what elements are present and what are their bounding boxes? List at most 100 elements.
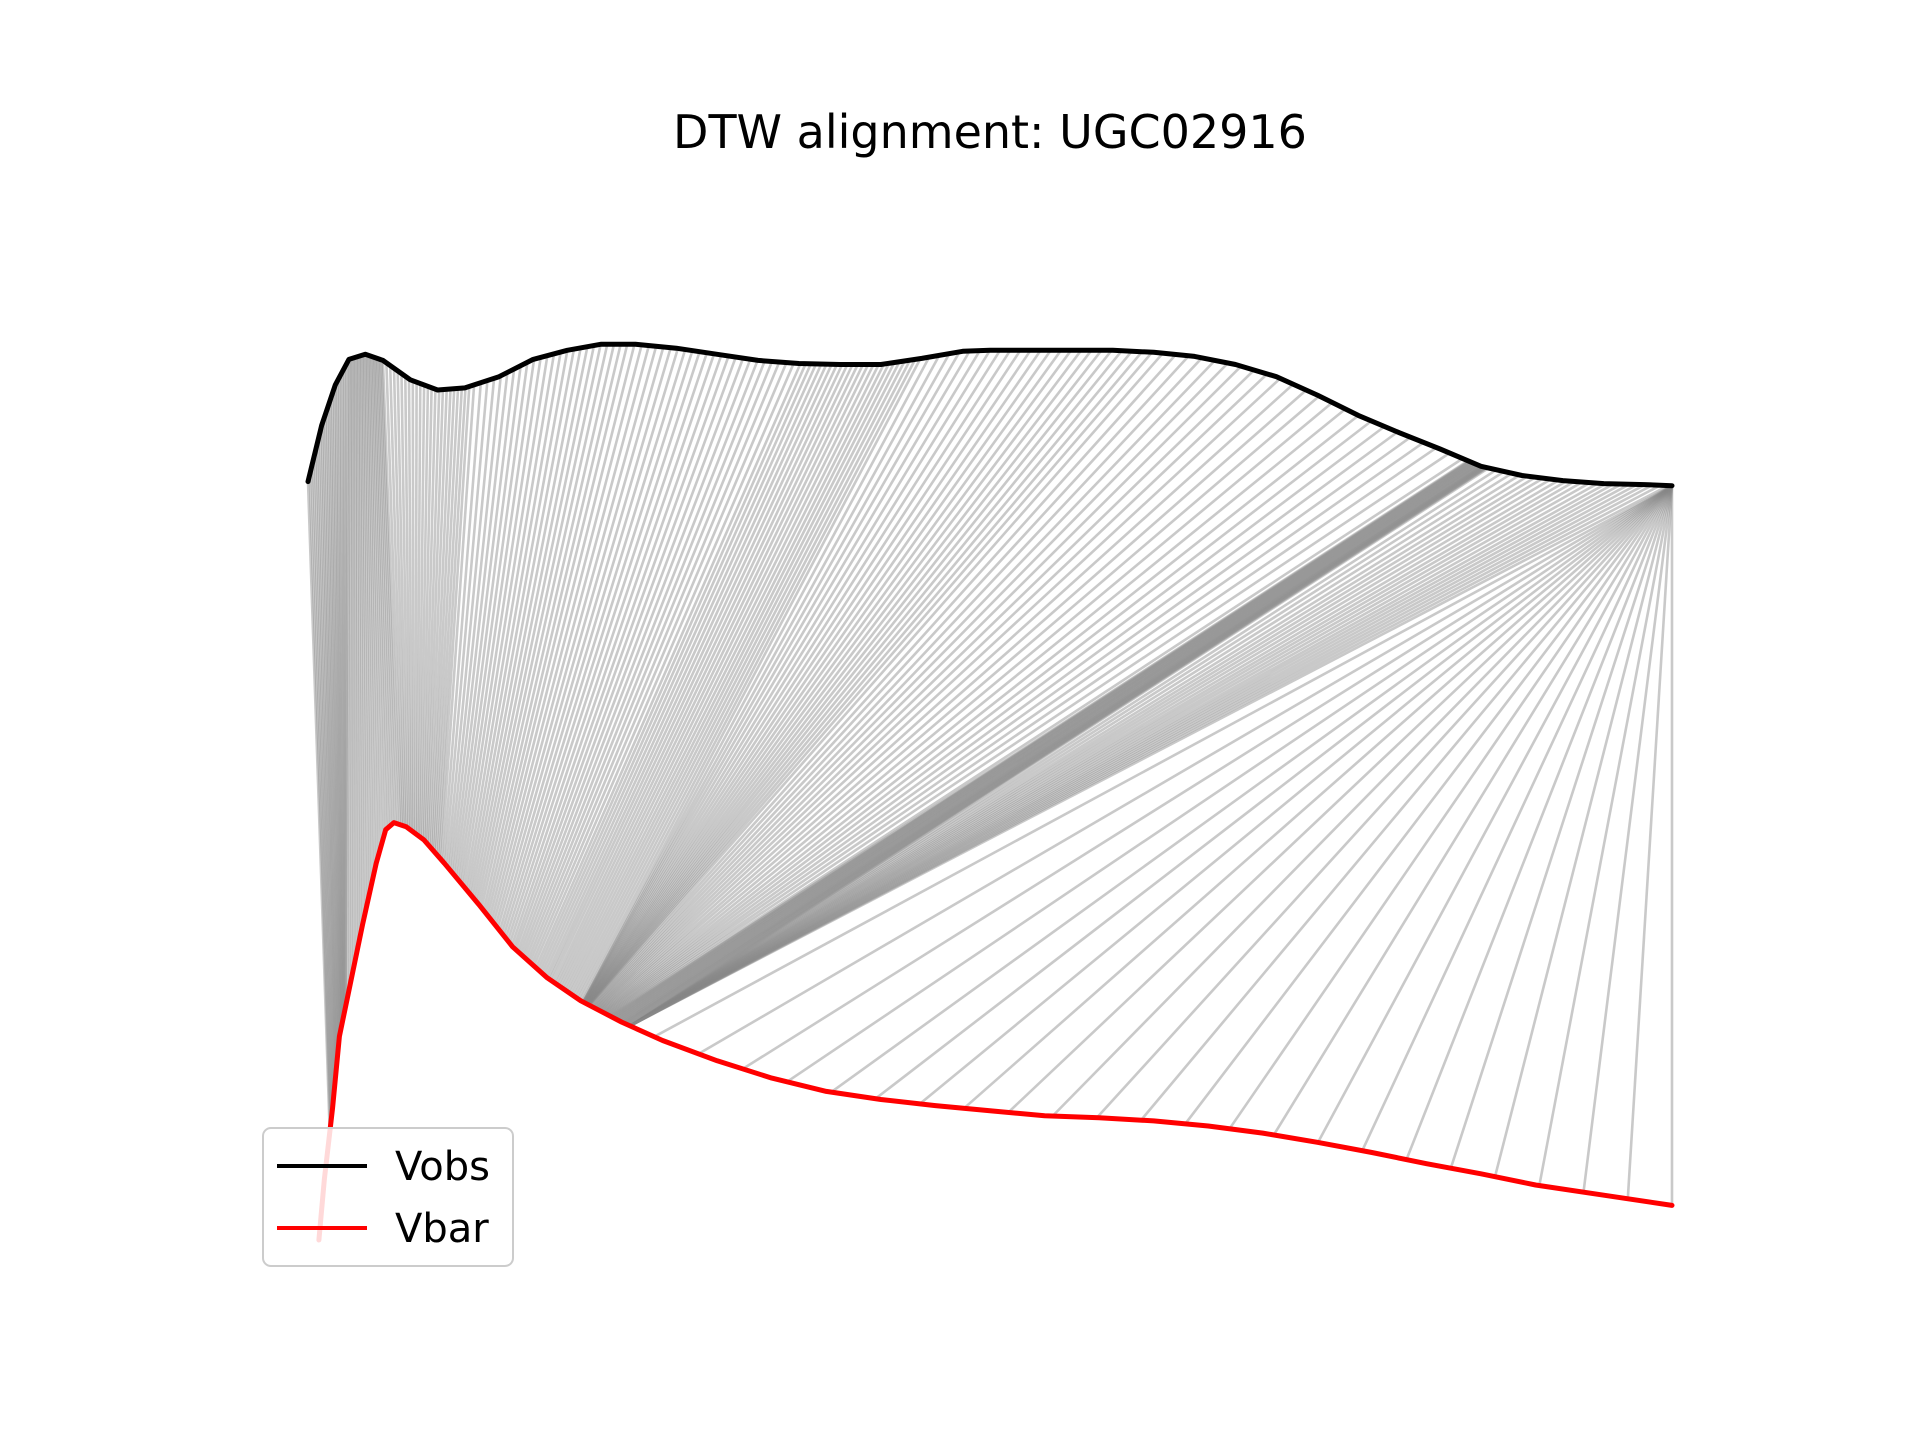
alignment-line bbox=[625, 465, 1485, 1026]
alignment-line bbox=[629, 481, 1591, 1028]
alignment-lines bbox=[306, 343, 1674, 1206]
alignment-line bbox=[566, 363, 886, 993]
alignment-line bbox=[629, 475, 1529, 1028]
alignment-line bbox=[496, 346, 665, 929]
alignment-line bbox=[380, 359, 399, 824]
alignment-line bbox=[438, 386, 471, 858]
alignment-line bbox=[548, 363, 839, 981]
alignment-line bbox=[604, 430, 1399, 1015]
alignment-line bbox=[1493, 485, 1674, 1178]
alignment-line bbox=[830, 484, 1673, 1094]
alignment-line bbox=[1449, 485, 1674, 1169]
alignment-line bbox=[508, 352, 709, 944]
alignment-line bbox=[350, 358, 354, 978]
alignment-line bbox=[322, 419, 338, 1073]
alignment-line bbox=[597, 383, 1295, 1011]
alignment-line bbox=[562, 363, 875, 990]
alignment-line bbox=[470, 348, 576, 897]
alignment-line bbox=[623, 465, 1483, 1025]
alignment-line bbox=[629, 476, 1537, 1028]
alignment-line bbox=[588, 352, 1164, 1007]
alignment-line bbox=[468, 349, 569, 894]
alignment-line bbox=[742, 484, 1673, 1071]
alignment-line bbox=[411, 380, 416, 833]
alignment-line bbox=[620, 464, 1480, 1024]
alignment-line bbox=[472, 347, 582, 899]
alignment-line bbox=[613, 461, 1474, 1020]
alignment-line bbox=[347, 358, 353, 989]
alignment-line bbox=[367, 355, 379, 861]
alignment-line bbox=[433, 388, 460, 852]
alignment-line bbox=[573, 361, 901, 997]
alignment-line bbox=[614, 461, 1474, 1020]
alignment-line bbox=[605, 436, 1412, 1016]
alignment-line bbox=[362, 354, 372, 892]
alignment-line bbox=[448, 375, 503, 870]
alignment-line bbox=[1007, 484, 1673, 1114]
alignment-line bbox=[327, 404, 340, 1051]
alignment-line bbox=[610, 460, 1470, 1018]
alignment-line bbox=[588, 351, 1154, 1007]
alignment-line bbox=[602, 419, 1373, 1014]
legend-label-vbar: Vbar bbox=[395, 1206, 489, 1252]
alignment-line bbox=[318, 431, 336, 1087]
alignment-line bbox=[606, 441, 1425, 1016]
alignment-line bbox=[628, 466, 1488, 1027]
alignment-line bbox=[629, 482, 1623, 1028]
alignment-line bbox=[490, 344, 643, 921]
alignment-line bbox=[313, 453, 334, 1109]
alignment-line bbox=[629, 482, 1615, 1028]
alignment-line bbox=[400, 373, 410, 829]
alignment-line bbox=[1272, 485, 1674, 1136]
alignment-line bbox=[450, 372, 509, 872]
alignment-line bbox=[629, 478, 1560, 1028]
alignment-line bbox=[585, 349, 1063, 1005]
alignment-line bbox=[1095, 484, 1673, 1119]
alignment-line bbox=[334, 383, 343, 1030]
alignment-line bbox=[341, 370, 345, 1017]
alignment-line bbox=[586, 349, 1093, 1006]
alignment-line bbox=[627, 466, 1487, 1027]
alignment-line bbox=[422, 389, 437, 841]
alignment-line bbox=[560, 363, 870, 989]
alignment-line bbox=[594, 369, 1256, 1010]
alignment-line bbox=[480, 343, 609, 909]
alignment-line bbox=[522, 359, 759, 958]
alignment-line bbox=[585, 349, 1042, 1005]
alignment-line bbox=[516, 356, 738, 952]
alignment-line bbox=[524, 360, 767, 960]
alignment-line bbox=[622, 465, 1482, 1024]
alignment-line bbox=[452, 368, 516, 875]
alignment-line bbox=[613, 461, 1473, 1020]
alignment-line bbox=[608, 457, 1464, 1017]
alignment-line bbox=[414, 382, 418, 834]
alignment-line bbox=[587, 349, 1113, 1006]
alignment-line bbox=[653, 484, 1673, 1038]
alignment-line bbox=[589, 353, 1177, 1007]
alignment-line bbox=[603, 425, 1386, 1015]
alignment-line bbox=[310, 467, 333, 1121]
alignment-line bbox=[621, 464, 1481, 1024]
alignment-line bbox=[581, 356, 931, 1003]
alignment-line bbox=[558, 363, 865, 988]
alignment-line bbox=[371, 356, 386, 837]
alignment-line bbox=[552, 363, 849, 983]
alignment-line bbox=[584, 349, 1022, 1005]
alignment-line bbox=[600, 401, 1334, 1013]
alignment-line bbox=[345, 359, 351, 1000]
alignment-line bbox=[421, 387, 433, 839]
series-line-vobs bbox=[305, 341, 1675, 489]
alignment-line bbox=[1538, 485, 1674, 1186]
alignment-line bbox=[1626, 485, 1674, 1199]
alignment-line bbox=[325, 409, 339, 1058]
alignment-line bbox=[587, 350, 1133, 1006]
alignment-line bbox=[458, 359, 536, 882]
alignment-line bbox=[378, 359, 397, 824]
chart-title: DTW alignment: UGC02916 bbox=[673, 105, 1307, 159]
alignment-line bbox=[364, 354, 374, 881]
alignment-line bbox=[629, 472, 1513, 1028]
alignment-line bbox=[629, 473, 1521, 1028]
alignment-line bbox=[361, 355, 369, 902]
alignment-line bbox=[1582, 485, 1674, 1193]
